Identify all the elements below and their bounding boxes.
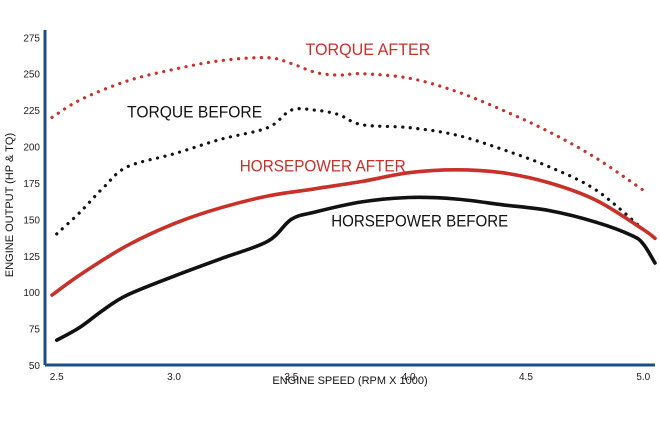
series-line-horsepower-after — [50, 168, 657, 297]
series-label: HORSEPOWER AFTER — [240, 156, 406, 175]
x-tick-label: 5.0 — [636, 372, 650, 383]
series-line-torque-before — [55, 107, 645, 236]
y-tick-label: 125 — [23, 252, 40, 263]
y-tick-label: 150 — [23, 215, 40, 226]
x-tick-label: 3.5 — [284, 372, 298, 383]
y-tick-label: 225 — [23, 106, 40, 117]
y-axis-title: ENGINE OUTPUT (HP & TQ) — [4, 133, 16, 277]
series-lines — [50, 55, 657, 342]
x-tick-label: 2.5 — [50, 372, 64, 383]
series-labels: TORQUE AFTER TORQUE BEFORE HORSEPOWER AFTE… — [127, 40, 508, 231]
x-axis-title: ENGINE SPEED (RPM X 1000) — [272, 375, 427, 387]
y-tick-labels: 50 75 100 125 150 175 200 225 250 275 — [23, 33, 40, 372]
series-line-horsepower-before — [54, 195, 657, 342]
y-tick-label: 250 — [23, 70, 40, 81]
x-tick-label: 3.0 — [167, 372, 181, 383]
y-tick-label: 75 — [29, 325, 41, 336]
y-tick-label: 200 — [23, 143, 40, 154]
y-tick-label: 50 — [29, 361, 41, 372]
x-tick-label: 4.5 — [519, 372, 533, 383]
series-line-torque-after — [50, 55, 645, 192]
x-tick-labels: 2.5 3.0 3.5 4.0 4.5 5.0 — [50, 372, 651, 383]
series-label: TORQUE BEFORE — [127, 102, 262, 121]
y-tick-label: 100 — [23, 288, 40, 299]
series-label: TORQUE AFTER — [305, 40, 430, 59]
x-tick-label: 4.0 — [402, 372, 416, 383]
y-tick-label: 275 — [23, 33, 40, 44]
series-label: HORSEPOWER BEFORE — [331, 212, 508, 231]
y-tick-label: 175 — [23, 179, 40, 190]
